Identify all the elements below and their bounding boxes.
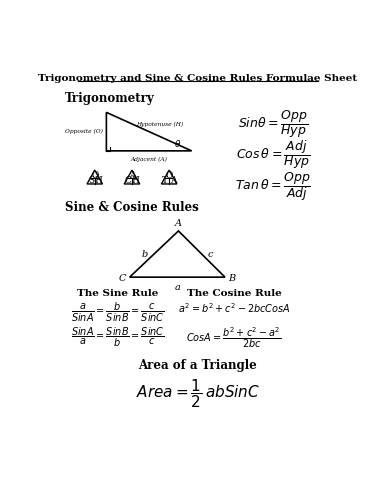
Text: O: O [166,171,173,180]
Text: $\theta$: $\theta$ [174,138,181,149]
Text: B: B [228,274,235,283]
Text: $Area = \dfrac{1}{2}\,abSinC$: $Area = \dfrac{1}{2}\,abSinC$ [136,377,260,410]
Text: C: C [125,176,132,184]
Text: b: b [142,250,148,258]
Text: C: C [118,274,126,283]
Text: Trigonometry and Sine & Cosine Rules Formulae Sheet: Trigonometry and Sine & Cosine Rules For… [38,74,357,83]
Text: $Cos\,\theta = \dfrac{Adj}{Hyp}$: $Cos\,\theta = \dfrac{Adj}{Hyp}$ [236,138,310,172]
Text: a: a [174,284,180,292]
Text: $\dfrac{a}{SinA} = \dfrac{b}{SinB} = \dfrac{c}{SinC}$: $\dfrac{a}{SinA} = \dfrac{b}{SinB} = \df… [71,301,165,324]
Text: A: A [170,176,176,184]
Text: Opposite (O): Opposite (O) [65,129,103,134]
Text: Trigonometry: Trigonometry [65,92,155,106]
Text: Area of a Triangle: Area of a Triangle [139,359,257,372]
Text: c: c [207,250,213,258]
Text: The Cosine Rule: The Cosine Rule [187,290,282,298]
Text: H: H [95,176,103,184]
Text: $a^2 = b^2 + c^2 - 2bcCosA$: $a^2 = b^2 + c^2 - 2bcCosA$ [178,301,291,315]
Text: Adjacent (A): Adjacent (A) [130,156,168,162]
Text: A: A [129,171,135,180]
Text: $Tan\,\theta = \dfrac{Opp}{Adj}$: $Tan\,\theta = \dfrac{Opp}{Adj}$ [235,170,311,203]
Text: H: H [132,176,140,184]
Text: T: T [162,176,168,184]
Text: A: A [175,219,182,228]
Text: $Sin\theta = \dfrac{Opp}{Hyp}$: $Sin\theta = \dfrac{Opp}{Hyp}$ [238,108,308,140]
Text: Hypotenuse (H): Hypotenuse (H) [136,122,183,127]
Text: $CosA = \dfrac{b^2 + c^2 - a^2}{2bc}$: $CosA = \dfrac{b^2 + c^2 - a^2}{2bc}$ [186,326,282,350]
Text: O: O [91,171,98,180]
Text: S: S [88,176,94,184]
Text: $\dfrac{SinA}{a} = \dfrac{SinB}{b} = \dfrac{SinC}{c}$: $\dfrac{SinA}{a} = \dfrac{SinB}{b} = \df… [71,326,165,348]
Text: The Sine Rule: The Sine Rule [77,290,159,298]
Text: Sine & Cosine Rules: Sine & Cosine Rules [65,201,199,214]
